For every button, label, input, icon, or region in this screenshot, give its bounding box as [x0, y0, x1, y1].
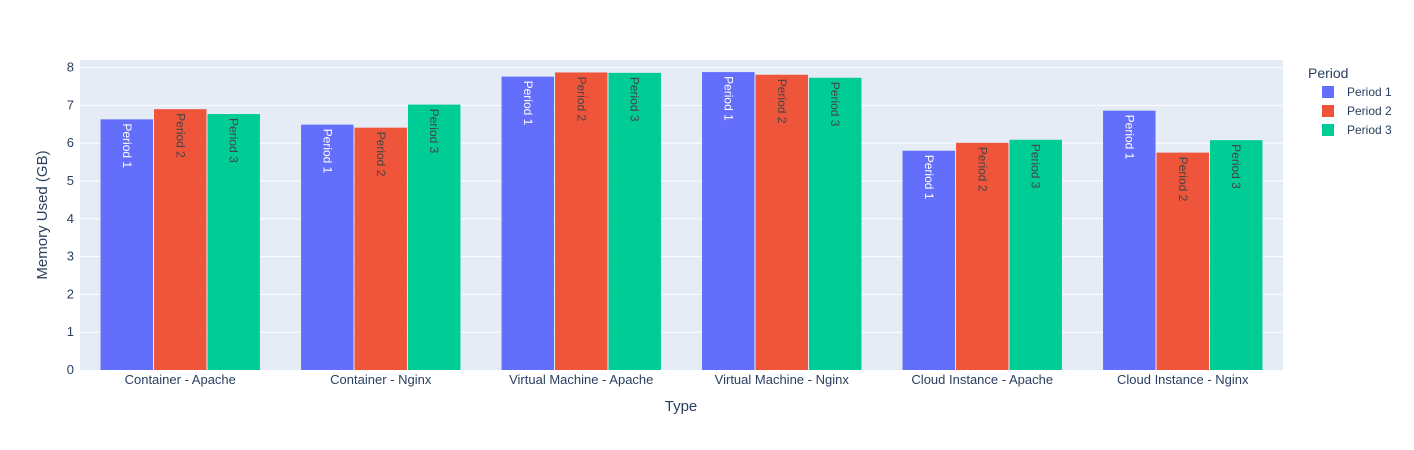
bar [1156, 152, 1209, 370]
bar-label: Period 1 [721, 76, 735, 121]
bar-label: Period 3 [628, 77, 642, 122]
bar [1103, 110, 1156, 370]
bar [1209, 140, 1263, 370]
legend-swatch [1322, 124, 1334, 136]
bar [608, 72, 661, 370]
bar-label: Period 2 [173, 113, 187, 158]
legend-swatch [1322, 105, 1334, 117]
x-tick-label: Virtual Machine - Nginx [715, 372, 850, 387]
bar-label: Period 1 [120, 123, 134, 168]
x-tick-label: Cloud Instance - Nginx [1117, 372, 1249, 387]
bar [956, 142, 1009, 370]
bar [902, 150, 956, 370]
bar [100, 119, 154, 370]
bar-label: Period 3 [828, 82, 842, 127]
bar [1009, 139, 1062, 370]
bar [501, 76, 555, 370]
grid [80, 67, 1283, 333]
bar-label: Period 1 [1122, 115, 1136, 160]
legend-label: Period 1 [1347, 85, 1392, 99]
bar-label: Period 2 [775, 79, 789, 124]
bar-label: Period 3 [427, 109, 441, 154]
x-axis-title: Type [665, 398, 698, 415]
bar [354, 127, 407, 370]
legend-title: Period [1308, 65, 1348, 81]
bar-label: Period 2 [975, 147, 989, 192]
bar-label: Period 2 [574, 76, 588, 121]
y-tick-label: 6 [67, 135, 74, 150]
bar-label: Period 3 [1029, 144, 1043, 189]
x-axis-ticks: Container - Apache Container - Nginx Virtu… [125, 372, 1249, 387]
y-tick-label: 5 [67, 173, 74, 188]
y-tick-label: 4 [67, 211, 74, 226]
x-tick-label: Virtual Machine - Apache [509, 372, 653, 387]
bar-label: Period 1 [320, 129, 334, 174]
y-tick-label: 3 [67, 249, 74, 264]
bar [207, 114, 260, 370]
x-tick-label: Container - Nginx [330, 372, 432, 387]
legend-swatch [1322, 86, 1334, 98]
y-axis-title: Memory Used (GB) [34, 150, 51, 279]
bar-label: Period 1 [521, 81, 535, 126]
y-tick-label: 0 [67, 362, 74, 377]
x-tick-label: Container - Apache [125, 372, 236, 387]
bar [407, 104, 461, 371]
legend-label: Period 2 [1347, 104, 1392, 118]
plot-background [80, 60, 1283, 370]
bar-label: Period 2 [374, 132, 388, 177]
bar-label: Period 3 [1229, 144, 1243, 189]
bar [702, 72, 755, 370]
x-tick-label: Cloud Instance - Apache [911, 372, 1053, 387]
y-tick-label: 2 [67, 286, 74, 301]
bar [808, 77, 862, 370]
bar-label: Period 1 [922, 155, 936, 200]
bars: Period 1 Period 2 Period 3 Period 1 Period 2… [100, 72, 1263, 371]
y-tick-label: 8 [67, 60, 74, 75]
y-axis-ticks: 0 1 2 3 4 5 6 7 8 [67, 60, 74, 377]
bar [301, 124, 354, 371]
legend-label: Period 3 [1347, 123, 1392, 137]
bar [154, 109, 207, 371]
legend: Period Period 1 Period 2 Period 3 [1308, 65, 1392, 137]
bar-label: Period 3 [227, 118, 241, 163]
bar [555, 72, 608, 370]
y-tick-label: 7 [67, 97, 74, 112]
bar-label: Period 2 [1176, 157, 1190, 202]
y-tick-label: 1 [67, 324, 74, 339]
bar [755, 74, 808, 371]
